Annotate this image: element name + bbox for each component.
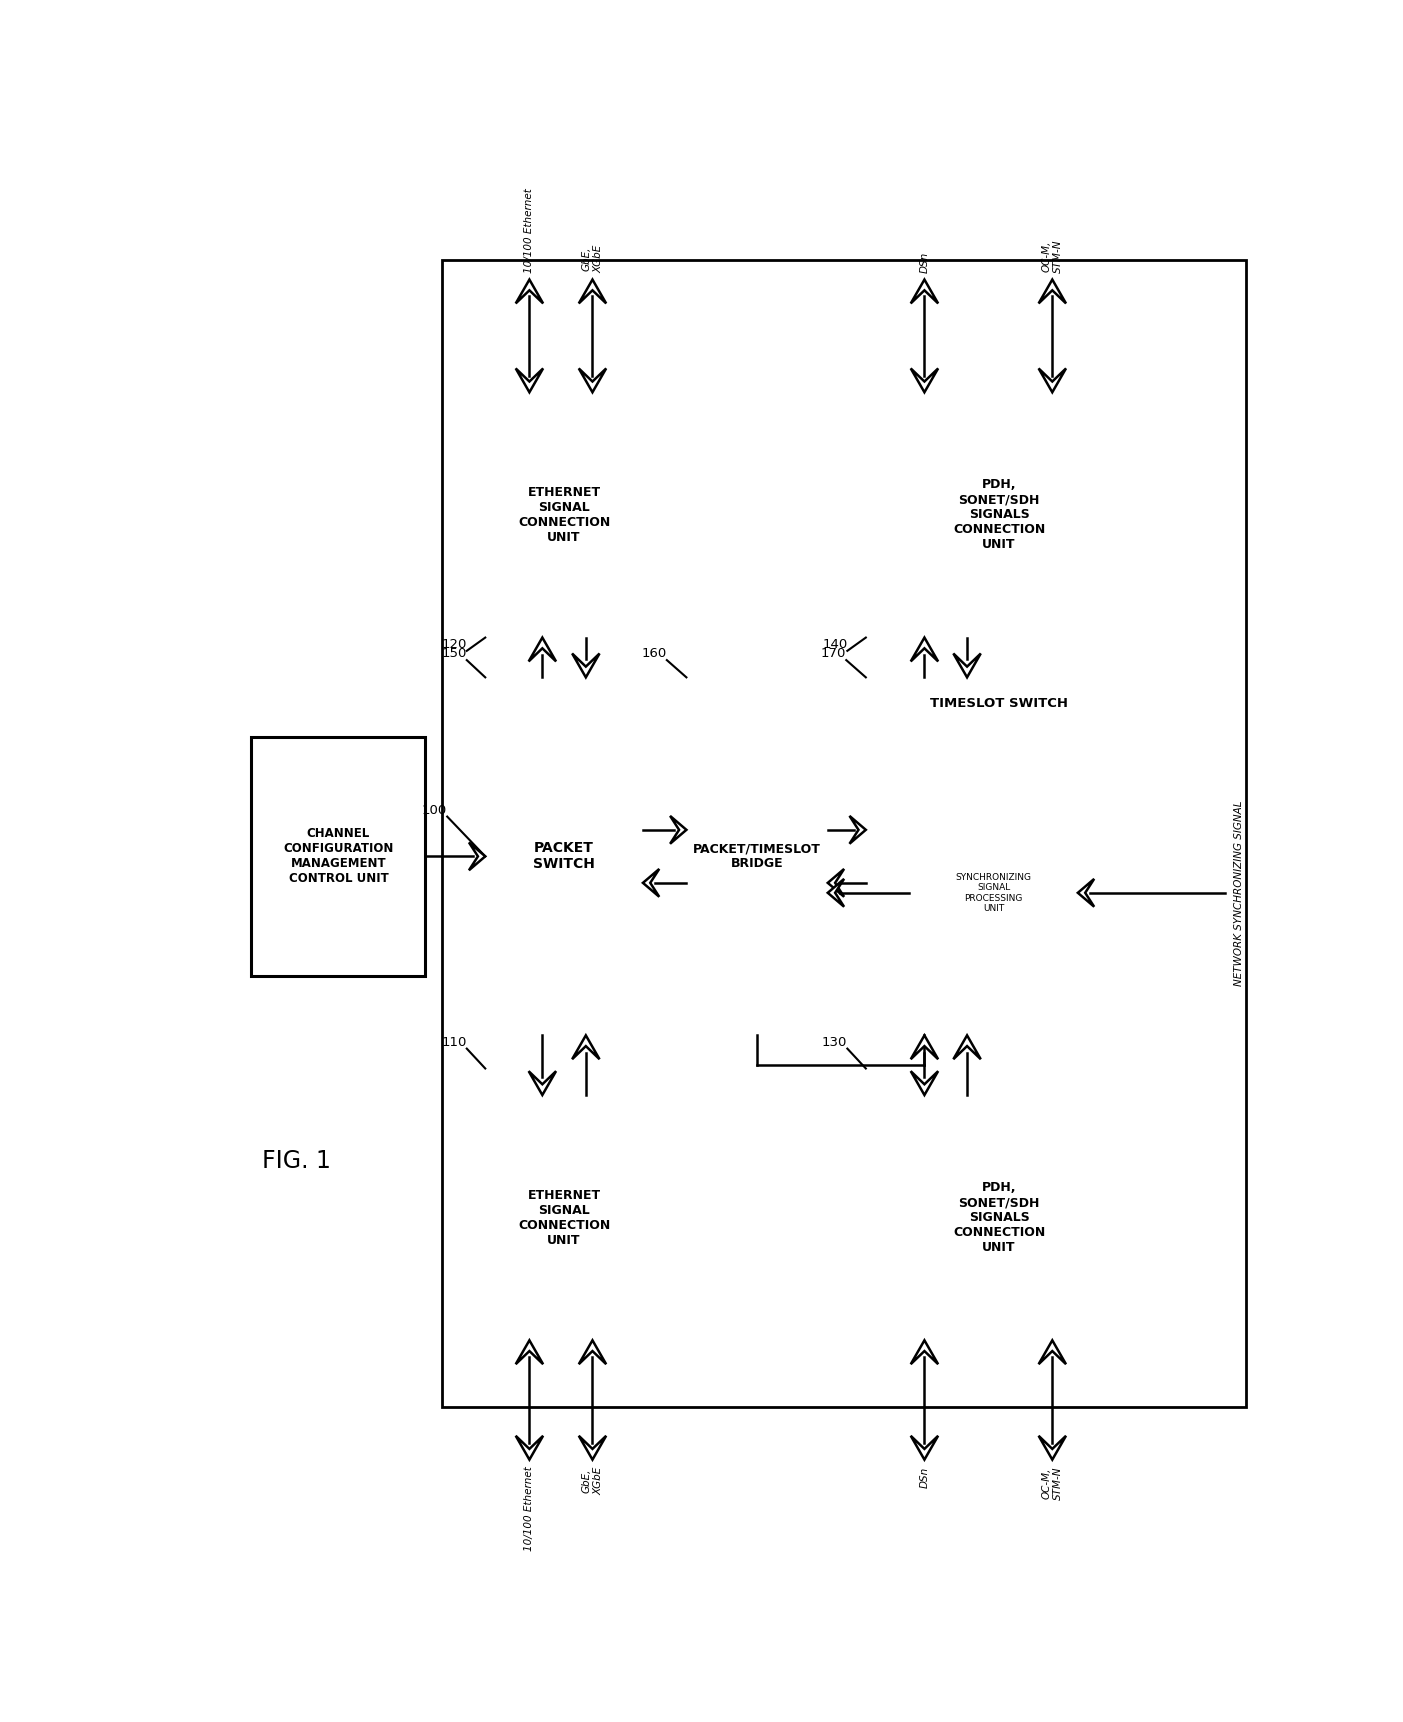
Polygon shape bbox=[828, 870, 845, 897]
Polygon shape bbox=[469, 842, 485, 870]
Polygon shape bbox=[911, 1340, 939, 1364]
Polygon shape bbox=[1078, 878, 1094, 907]
Text: GbE,
XGbE: GbE, XGbE bbox=[582, 245, 603, 274]
Text: NETWORK SYNCHRONIZING SIGNAL: NETWORK SYNCHRONIZING SIGNAL bbox=[1233, 801, 1244, 985]
Bar bbox=[686, 677, 828, 1035]
Bar bbox=[485, 1095, 643, 1340]
Polygon shape bbox=[1038, 369, 1066, 393]
Text: OC-M,
STM-N: OC-M, STM-N bbox=[1041, 239, 1063, 274]
Text: FIG. 1: FIG. 1 bbox=[262, 1149, 331, 1173]
Polygon shape bbox=[572, 1035, 599, 1059]
Polygon shape bbox=[954, 653, 981, 677]
Text: DSn: DSn bbox=[919, 251, 929, 274]
Polygon shape bbox=[911, 1035, 939, 1059]
Text: DSn: DSn bbox=[919, 1467, 929, 1488]
Text: CHANNEL
CONFIGURATION
MANAGEMENT
CONTROL UNIT: CHANNEL CONFIGURATION MANAGEMENT CONTROL… bbox=[283, 827, 394, 885]
Bar bbox=[485, 393, 643, 637]
Polygon shape bbox=[911, 279, 939, 303]
Polygon shape bbox=[1038, 1436, 1066, 1460]
Bar bbox=[485, 677, 643, 1035]
Polygon shape bbox=[911, 1071, 939, 1095]
Polygon shape bbox=[516, 279, 543, 303]
Text: SYNCHRONIZING
SIGNAL
PROCESSING
UNIT: SYNCHRONIZING SIGNAL PROCESSING UNIT bbox=[955, 873, 1031, 913]
Text: TIMESLOT SWITCH: TIMESLOT SWITCH bbox=[930, 697, 1068, 709]
Text: 130: 130 bbox=[822, 1035, 847, 1049]
Polygon shape bbox=[954, 1035, 981, 1059]
Text: 170: 170 bbox=[821, 647, 846, 660]
Bar bbox=[866, 1095, 1132, 1340]
Polygon shape bbox=[516, 1340, 543, 1364]
Text: ETHERNET
SIGNAL
CONNECTION
UNIT: ETHERNET SIGNAL CONNECTION UNIT bbox=[518, 1188, 610, 1247]
Text: 150: 150 bbox=[442, 647, 467, 660]
Text: OC-M,
STM-N: OC-M, STM-N bbox=[1041, 1467, 1063, 1500]
Polygon shape bbox=[579, 279, 606, 303]
Polygon shape bbox=[579, 1340, 606, 1364]
Text: 10/100 Ethernet: 10/100 Ethernet bbox=[525, 188, 535, 274]
Polygon shape bbox=[529, 637, 556, 661]
Polygon shape bbox=[828, 878, 845, 907]
Polygon shape bbox=[579, 369, 606, 393]
Text: PDH,
SONET/SDH
SIGNALS
CONNECTION
UNIT: PDH, SONET/SDH SIGNALS CONNECTION UNIT bbox=[953, 479, 1045, 551]
Text: 160: 160 bbox=[641, 647, 666, 660]
Polygon shape bbox=[911, 1436, 939, 1460]
Text: PDH,
SONET/SDH
SIGNALS
CONNECTION
UNIT: PDH, SONET/SDH SIGNALS CONNECTION UNIT bbox=[953, 1181, 1045, 1254]
Text: 140: 140 bbox=[822, 637, 847, 651]
Text: 120: 120 bbox=[442, 637, 467, 651]
Polygon shape bbox=[643, 870, 659, 897]
Polygon shape bbox=[1038, 279, 1066, 303]
Text: 100: 100 bbox=[422, 804, 448, 816]
Polygon shape bbox=[850, 816, 866, 844]
Bar bbox=[866, 393, 1132, 637]
Polygon shape bbox=[516, 1436, 543, 1460]
Text: PACKET/TIMESLOT
BRIDGE: PACKET/TIMESLOT BRIDGE bbox=[693, 842, 821, 870]
Text: 10/100 Ethernet: 10/100 Ethernet bbox=[525, 1467, 535, 1552]
Text: PACKET
SWITCH: PACKET SWITCH bbox=[533, 842, 595, 871]
Polygon shape bbox=[911, 637, 939, 661]
Polygon shape bbox=[579, 1436, 606, 1460]
Polygon shape bbox=[572, 653, 599, 677]
Polygon shape bbox=[529, 1071, 556, 1095]
Polygon shape bbox=[911, 369, 939, 393]
Polygon shape bbox=[1038, 1340, 1066, 1364]
Bar bbox=[866, 677, 1132, 1035]
Text: ETHERNET
SIGNAL
CONNECTION
UNIT: ETHERNET SIGNAL CONNECTION UNIT bbox=[518, 486, 610, 544]
Text: GbE,
XGbE: GbE, XGbE bbox=[582, 1467, 603, 1495]
Polygon shape bbox=[671, 816, 686, 844]
Bar bbox=[909, 802, 1078, 982]
Text: 110: 110 bbox=[442, 1035, 467, 1049]
Bar bbox=[442, 260, 1246, 1407]
Bar bbox=[251, 737, 425, 976]
Polygon shape bbox=[516, 369, 543, 393]
